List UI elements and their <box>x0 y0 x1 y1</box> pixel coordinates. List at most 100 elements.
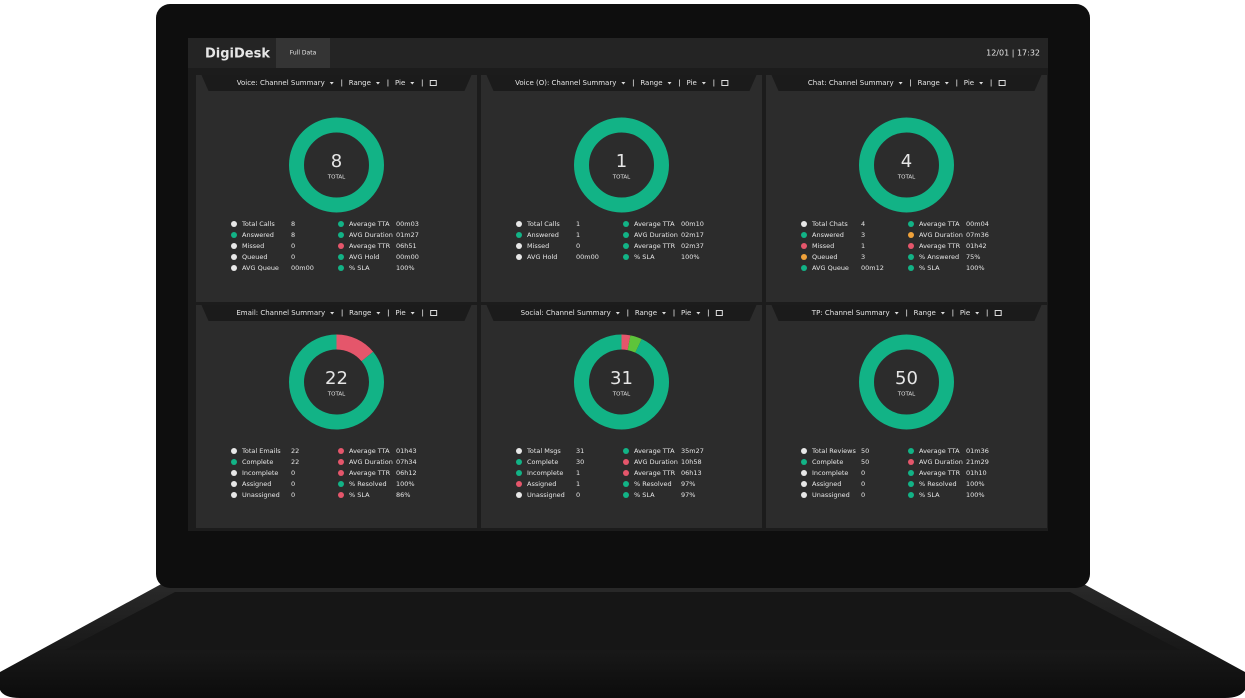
status-dot <box>516 492 522 498</box>
stat-value: 0 <box>576 491 580 499</box>
panel-icon[interactable] <box>430 310 438 316</box>
total-label: TOTAL <box>612 392 631 398</box>
dropdown-arrow[interactable] <box>894 312 899 315</box>
panel-icon[interactable] <box>994 310 1002 316</box>
stat-label: Total Chats <box>811 220 848 228</box>
control[interactable]: Range <box>914 309 936 317</box>
status-dot <box>338 221 344 227</box>
stat-label: Average TTR <box>349 469 391 477</box>
control[interactable]: Range <box>349 309 371 317</box>
ring-segment <box>574 117 669 213</box>
stat-value: 00m10 <box>681 220 704 228</box>
status-dot <box>338 243 344 249</box>
stat-value: 0 <box>861 480 865 488</box>
stat-label: Average TTA <box>634 220 675 228</box>
panel-icon[interactable] <box>998 80 1006 86</box>
stat-value: 00m00 <box>576 253 599 261</box>
stat-value: 1 <box>861 242 865 250</box>
control[interactable]: Range <box>640 79 662 87</box>
status-dot <box>801 470 807 476</box>
panel-title: Voice (O): Channel Summary <box>515 79 616 87</box>
panel-header-tab <box>486 305 757 321</box>
status-dot <box>231 221 237 227</box>
dropdown-arrow[interactable] <box>376 312 381 315</box>
control[interactable]: Pie <box>960 309 970 317</box>
status-dot <box>231 448 237 454</box>
status-dot <box>516 221 522 227</box>
panel-icon[interactable] <box>715 310 723 316</box>
control[interactable]: Pie <box>395 309 405 317</box>
status-dot <box>623 243 629 249</box>
stat-value: 01m36 <box>966 447 989 455</box>
stat-label: % SLA <box>349 264 370 272</box>
dropdown-arrow[interactable] <box>975 312 980 315</box>
stat-label: Missed <box>242 242 264 250</box>
stat-label: Average TTA <box>919 220 960 228</box>
dropdown-arrow[interactable] <box>330 312 335 315</box>
stat-value: 01m27 <box>396 231 419 239</box>
status-dot <box>801 243 807 249</box>
stat-value: 1 <box>576 469 580 477</box>
stat-value: 02m17 <box>681 231 704 239</box>
tab[interactable] <box>276 38 330 68</box>
ring-segment <box>336 334 374 362</box>
control[interactable]: Pie <box>395 79 405 87</box>
dropdown-arrow[interactable] <box>621 82 626 85</box>
control[interactable]: Pie <box>964 79 974 87</box>
stat-value: 97% <box>681 480 695 488</box>
dropdown-arrow[interactable] <box>375 82 380 85</box>
stat-label: Answered <box>242 231 274 239</box>
status-dot <box>908 254 914 260</box>
total-value: 31 <box>610 368 633 389</box>
panel <box>196 75 477 302</box>
control[interactable]: Range <box>349 79 371 87</box>
dropdown-arrow[interactable] <box>940 312 945 315</box>
status-dot <box>231 481 237 487</box>
stat-label: Queued <box>812 253 837 261</box>
dropdown-arrow[interactable] <box>662 312 666 315</box>
stat-label: Unassigned <box>527 491 565 499</box>
status-dot <box>801 265 807 271</box>
panel-icon[interactable] <box>721 80 729 86</box>
stat-value: 75% <box>966 253 980 261</box>
stat-value: 02m37 <box>681 242 704 250</box>
panel-icon[interactable] <box>429 80 437 86</box>
control[interactable]: Pie <box>687 79 697 87</box>
stat-value: 1 <box>576 220 580 228</box>
stat-value: 100% <box>966 491 985 499</box>
status-dot <box>801 492 807 498</box>
dropdown-arrow[interactable] <box>696 312 701 315</box>
dropdown-arrow[interactable] <box>615 312 620 315</box>
panel-title: Chat: Channel Summary <box>808 79 894 87</box>
control[interactable]: Pie <box>681 309 691 317</box>
dropdown-arrow[interactable] <box>701 82 706 85</box>
dropdown-arrow[interactable] <box>410 312 415 315</box>
stat-label: AVG Duration <box>349 231 393 239</box>
dropdown-arrow[interactable] <box>898 82 903 85</box>
dropdown-arrow[interactable] <box>944 82 949 85</box>
stat-value: 3 <box>861 253 865 261</box>
dropdown-arrow[interactable] <box>979 82 984 85</box>
stat-value: 06h13 <box>681 469 702 477</box>
status-dot <box>801 481 807 487</box>
stat-label: Incomplete <box>812 469 848 477</box>
stat-label: Assigned <box>812 480 841 488</box>
ring-segment <box>859 334 954 430</box>
stat-value: 0 <box>291 253 295 261</box>
control[interactable]: Range <box>918 79 940 87</box>
stat-label: Incomplete <box>242 469 278 477</box>
stat-value: 00m04 <box>966 220 989 228</box>
control[interactable]: Range <box>635 309 657 317</box>
stat-label: AVG Duration <box>634 458 678 466</box>
dropdown-arrow[interactable] <box>329 82 334 85</box>
status-dot <box>338 254 344 260</box>
dropdown-arrow[interactable] <box>667 82 672 85</box>
stat-label: Average TTA <box>919 447 960 455</box>
status-dot <box>908 221 914 227</box>
dropdown-arrow[interactable] <box>410 82 415 85</box>
stat-value: 00m12 <box>861 264 884 272</box>
stat-label: % SLA <box>349 491 370 499</box>
status-dot <box>516 481 522 487</box>
status-dot <box>338 492 344 498</box>
tab-label[interactable]: Full Data <box>290 50 317 57</box>
